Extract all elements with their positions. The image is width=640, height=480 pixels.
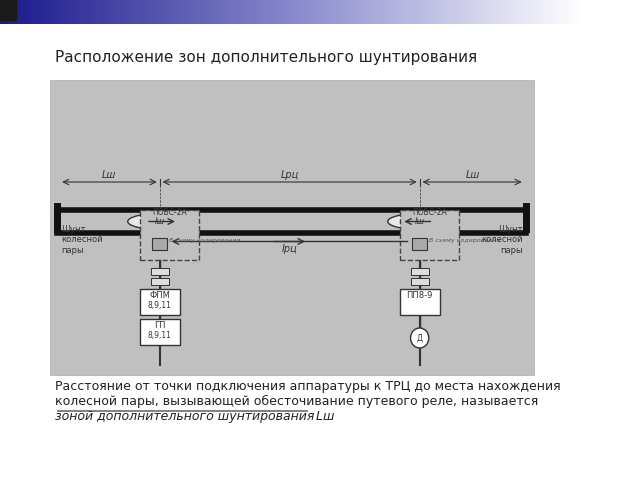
FancyBboxPatch shape (399, 210, 459, 260)
Text: Lрц: Lрц (280, 170, 299, 180)
Text: ПОБС-2А: ПОБС-2А (152, 208, 187, 217)
Ellipse shape (388, 214, 452, 229)
Bar (0, 0, 17, 20)
Text: Шунт
колесной
пары: Шунт колесной пары (61, 225, 102, 255)
Bar (152, 238, 167, 250)
Bar (50, 80, 534, 375)
Text: Д: Д (417, 334, 422, 343)
Text: В схему кодирования: В схему кодирования (429, 238, 500, 243)
Text: Расположение зон дополнительного шунтирования: Расположение зон дополнительного шунтиро… (55, 50, 477, 65)
Bar (399, 289, 440, 315)
Ellipse shape (128, 214, 191, 229)
Bar (410, 278, 429, 285)
Bar (140, 319, 180, 345)
Text: колесной пары, вызывающей обесточивание путевого реле, называется: колесной пары, вызывающей обесточивание … (55, 395, 538, 408)
Text: Iрц: Iрц (282, 243, 298, 253)
FancyBboxPatch shape (140, 210, 199, 260)
Bar (150, 268, 169, 275)
Bar (412, 238, 427, 250)
Text: Lш: Lш (312, 410, 335, 423)
Text: В схему кодирования: В схему кодирования (169, 238, 240, 243)
Text: зоной дополнительного шунтирования: зоной дополнительного шунтирования (55, 410, 314, 423)
Text: Расстояние от точки подключения аппаратуры к ТРЦ до места нахождения: Расстояние от точки подключения аппарату… (55, 380, 561, 393)
Bar (410, 268, 429, 275)
Bar (140, 289, 180, 315)
Text: 8,9,11: 8,9,11 (148, 301, 172, 310)
Text: ПП8-9: ПП8-9 (406, 291, 433, 300)
Text: 8,9,11: 8,9,11 (148, 331, 172, 340)
Text: Lш: Lш (101, 170, 116, 180)
Text: Шунт
колесной
пары: Шунт колесной пары (481, 225, 523, 255)
Text: lш: lш (155, 217, 164, 226)
Text: ГП: ГП (154, 321, 165, 330)
Text: ФПМ: ФПМ (149, 291, 170, 300)
Text: ПОБС-2А: ПОБС-2А (412, 208, 447, 217)
Bar (150, 278, 169, 285)
Text: lш: lш (415, 217, 425, 226)
Text: Lш: Lш (466, 170, 480, 180)
Circle shape (410, 328, 429, 348)
